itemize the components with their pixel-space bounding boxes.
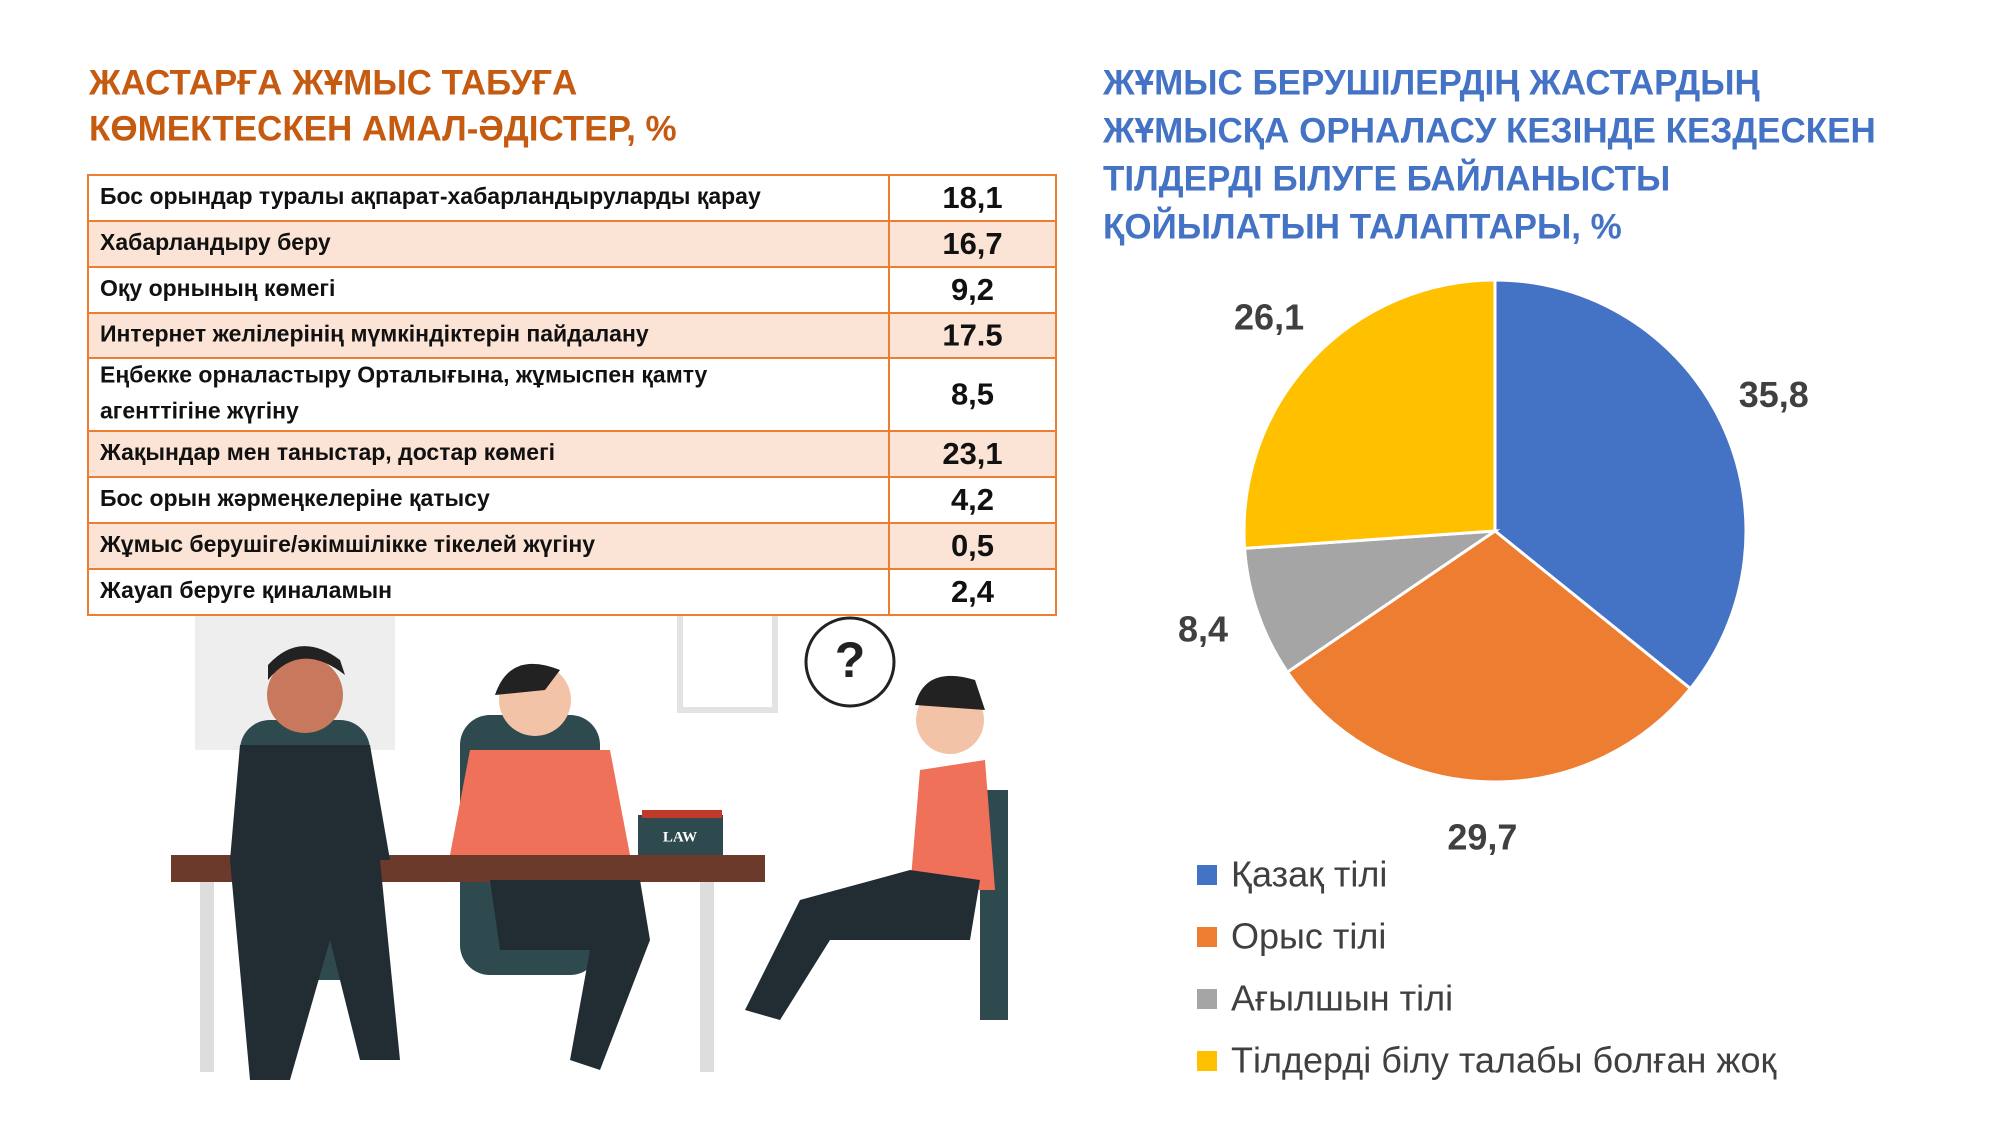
- row-label: Жақындар мен таныстар, достар көмегі: [99, 439, 555, 465]
- row-label: Жұмыс берушіге/әкімшілікке тікелей жүгін…: [99, 531, 595, 557]
- chart-title: ҚОЙЫЛАТЫН ТАЛАПТАРЫ, %: [1103, 206, 1622, 246]
- data-label: 35,8: [1739, 374, 1809, 415]
- row-value: 0,5: [951, 528, 994, 563]
- person-legs: [230, 860, 400, 1080]
- legend-swatch: [1197, 927, 1217, 947]
- illustration: LAW ?: [171, 557, 1008, 1080]
- book-label: LAW: [663, 829, 697, 845]
- table-row: [87, 266, 1057, 314]
- legend-swatch: [1197, 1051, 1217, 1071]
- person-body: [450, 750, 630, 855]
- table-row: [87, 357, 1057, 432]
- row-label: Интернет желілерінің мүмкіндіктерін пайд…: [100, 321, 649, 347]
- row-label: Оқу орнының көмегі: [100, 275, 335, 301]
- legend-label: Қазақ тілі: [1231, 854, 1387, 895]
- book: [638, 815, 723, 855]
- table-row: [87, 312, 1057, 359]
- row-value: 8,5: [951, 377, 994, 412]
- row-label: Еңбекке орналастыру Орталығына, жұмыспен…: [100, 362, 708, 388]
- person-legs: [490, 880, 650, 1070]
- person-legs: [745, 870, 980, 1020]
- row-value: 23,1: [942, 436, 1002, 471]
- right-panel: ЖҰМЫС БЕРУШІЛЕРДІҢ ЖАСТАРДЫҢ ЖҰМЫСҚА ОРНА…: [1102, 63, 1876, 1080]
- table-title: КӨМЕКТЕСКЕН АМАЛ-ӘДІСТЕР, %: [89, 109, 677, 148]
- table-title: ЖАСТАРҒА ЖҰМЫС ТАБУҒА: [88, 63, 577, 102]
- chart-title: ТІЛДЕРДІ БІЛУГЕ БАЙЛАНЫСТЫ: [1103, 158, 1670, 198]
- data-label: 8,4: [1178, 609, 1228, 650]
- book: [642, 810, 722, 818]
- desk-leg: [700, 882, 714, 1072]
- desk-leg: [200, 882, 214, 1072]
- person-body: [910, 760, 995, 890]
- chart-title: ЖҰМЫСҚА ОРНАЛАСУ КЕЗІНДЕ КЕЗДЕСКЕН: [1102, 111, 1876, 150]
- row-label: Бос орын жәрмеңкелеріне қатысу: [100, 485, 490, 511]
- speech-bubble: [804, 616, 896, 708]
- row-value: 18,1: [942, 180, 1002, 215]
- row-label: Хабарландыру беру: [100, 229, 331, 255]
- pie-slice: [1493, 278, 1748, 691]
- data-label: 29,7: [1447, 816, 1517, 857]
- legend-label: Тілдерді білу талабы болған жоқ: [1231, 1040, 1776, 1081]
- row-label: Жауап беруге қиналамын: [99, 577, 392, 603]
- left-panel: ЖАСТАРҒА ЖҰМЫС ТАБУҒА КӨМЕКТЕСКЕН АМАЛ-ӘД…: [87, 63, 1057, 616]
- table-row: [87, 568, 1057, 616]
- row-value: 2,4: [951, 574, 995, 609]
- chart-title: ЖҰМЫС БЕРУШІЛЕРДІҢ ЖАСТАРДЫҢ: [1102, 63, 1760, 102]
- bubble-text: ?: [835, 632, 866, 688]
- table-row: [87, 522, 1057, 570]
- legend-label: Ағылшын тілі: [1231, 978, 1453, 1019]
- row-value: 16,7: [942, 226, 1002, 261]
- person-body: [230, 745, 390, 860]
- row-value: 9,2: [951, 272, 994, 307]
- person-hair: [915, 675, 985, 710]
- pie-slice: [1242, 529, 1501, 675]
- row-value: 4,2: [951, 482, 994, 517]
- person-hair: [495, 663, 560, 695]
- legend-swatch: [1197, 989, 1217, 1009]
- table-row: [87, 476, 1057, 524]
- person-hair: [268, 646, 345, 680]
- row-value: 17.5: [942, 318, 1002, 353]
- pie-slice: [1242, 278, 1497, 550]
- legend-swatch: [1197, 865, 1217, 885]
- row-label: Бос орындар туралы ақпарат-хабарландырул…: [100, 183, 761, 209]
- legend-label: Орыс тілі: [1231, 916, 1386, 957]
- person-head: [267, 657, 343, 733]
- data-label: 26,1: [1234, 297, 1304, 338]
- row-label: агенттігіне жүгіну: [100, 398, 299, 424]
- pie-slice: [1285, 529, 1693, 784]
